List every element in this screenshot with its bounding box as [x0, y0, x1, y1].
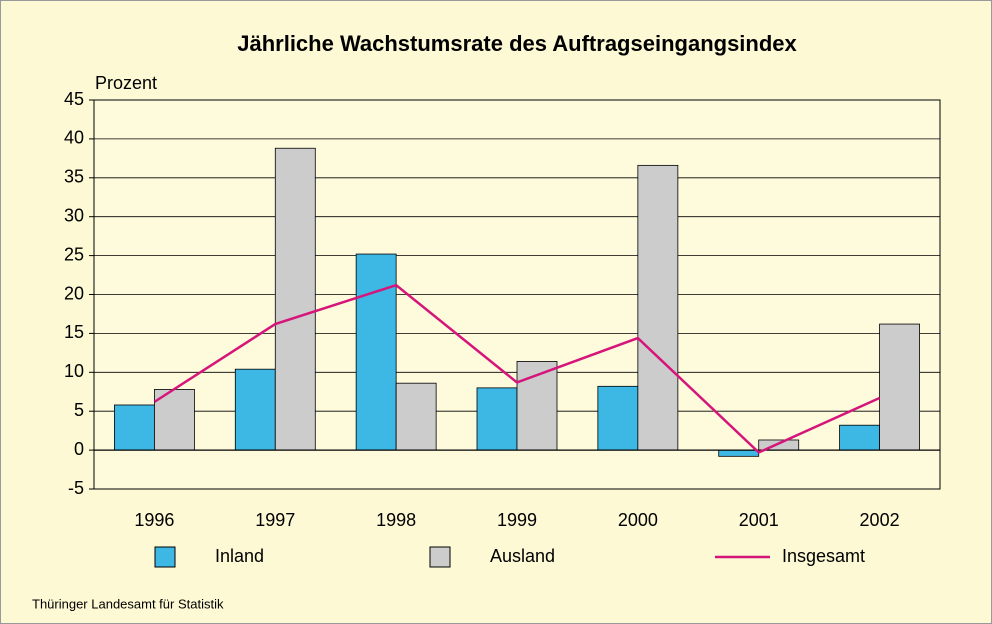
bar	[355, 253, 397, 451]
y-tick-label: 5	[74, 400, 84, 420]
y-axis-label: Prozent	[95, 73, 157, 93]
x-tick-label: 2000	[618, 510, 658, 530]
y-tick-label: 45	[64, 89, 84, 109]
source: Thüringer Landesamt für Statistik	[32, 596, 224, 611]
legend-label: Inland	[215, 546, 264, 566]
bar	[476, 387, 518, 451]
bar	[154, 389, 195, 451]
y-tick-label: 15	[64, 322, 84, 342]
y-tick-label: 10	[64, 361, 84, 381]
y-tick-label: -5	[68, 478, 84, 498]
y-tick-label: 20	[64, 283, 84, 303]
line	[153, 283, 881, 454]
legend-swatch	[429, 546, 451, 568]
bar	[718, 449, 760, 457]
chart-title: Jährliche Wachstumsrate des Auftragseing…	[237, 31, 797, 56]
bar	[234, 368, 276, 451]
x-tick-label: 1998	[376, 510, 416, 530]
y-tick-label: 30	[64, 205, 84, 225]
y-tick-label: 35	[64, 167, 84, 187]
x-tick-label: 1997	[255, 510, 295, 530]
x-tick-label: 2001	[739, 510, 779, 530]
legend-swatch	[154, 546, 176, 568]
bar	[395, 382, 437, 451]
bar	[274, 147, 316, 451]
x-tick-label: 1996	[134, 510, 174, 530]
x-tick-label: 1999	[497, 510, 537, 530]
legend-label: Ausland	[490, 546, 555, 566]
y-tick-label: 25	[64, 244, 84, 264]
bar	[637, 164, 679, 451]
bar	[597, 385, 639, 451]
bar	[114, 404, 155, 451]
y-tick-label: 0	[74, 439, 84, 459]
x-tick-label: 2002	[860, 510, 900, 530]
bar	[839, 424, 880, 451]
bar	[879, 323, 920, 451]
legend-label: Insgesamt	[782, 546, 865, 566]
y-tick-label: 40	[64, 128, 84, 148]
